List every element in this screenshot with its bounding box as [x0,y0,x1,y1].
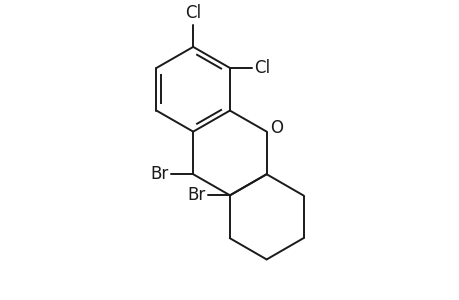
Text: Cl: Cl [185,4,201,22]
Text: Br: Br [150,165,168,183]
Text: O: O [270,119,283,137]
Text: Br: Br [187,186,205,204]
Text: Cl: Cl [254,59,270,77]
